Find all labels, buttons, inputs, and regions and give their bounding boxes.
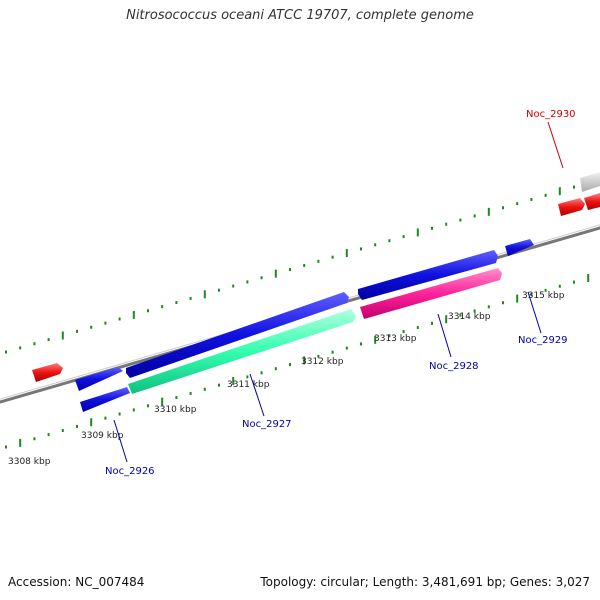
gene-labels: Noc_2926 Noc_2927 Noc_2928 Noc_2929 Noc_… xyxy=(105,109,576,477)
label-leaders xyxy=(113,121,564,463)
gene-feature-noc-2928[interactable] xyxy=(360,268,502,319)
gene-label-noc-2928: Noc_2928 xyxy=(429,361,479,372)
gene-label-noc-2927: Noc_2927 xyxy=(242,419,292,430)
gene-feature-upper-1[interactable] xyxy=(75,367,123,391)
gene-feature-noc-2926[interactable] xyxy=(80,387,130,412)
rna-feature-right-2[interactable] xyxy=(584,193,600,210)
topology-text: Topology: circular; Length: 3,481,691 bp… xyxy=(260,575,590,589)
gene-label-noc-2930: Noc_2930 xyxy=(526,109,576,120)
accession-text: Accession: NC_007484 xyxy=(8,575,145,589)
scale-label: 3313 kbp xyxy=(374,334,417,344)
scale-label: 3310 kbp xyxy=(154,405,197,415)
rna-feature-left[interactable] xyxy=(32,363,63,382)
scale-label: 3315 kbp xyxy=(522,291,565,301)
gene-feature-upper-2[interactable] xyxy=(126,292,349,378)
gene-label-noc-2929: Noc_2929 xyxy=(518,335,568,346)
scale-labels: 3308 kbp 3309 kbp 3310 kbp 3311 kbp 3312… xyxy=(8,291,565,467)
gene-feature-noc-2927[interactable] xyxy=(128,309,356,394)
gene-label-noc-2926: Noc_2926 xyxy=(105,466,155,477)
scale-label: 3309 kbp xyxy=(81,431,124,441)
scale-label: 3312 kbp xyxy=(301,357,344,367)
scale-label: 3311 kbp xyxy=(227,380,270,390)
inner-scale-ticks xyxy=(5,273,590,449)
gray-feature-noc-2930[interactable] xyxy=(580,172,600,192)
scale-label: 3314 kbp xyxy=(448,312,491,322)
scale-label: 3308 kbp xyxy=(8,457,51,467)
rna-feature-right-1[interactable] xyxy=(558,198,585,216)
map-title: Nitrosococcus oceani ATCC 19707, complet… xyxy=(126,8,474,23)
gene-feature-upper-3[interactable] xyxy=(358,250,498,300)
outer-scale-ticks xyxy=(5,181,590,354)
gene-feature-upper-4[interactable] xyxy=(505,239,534,256)
